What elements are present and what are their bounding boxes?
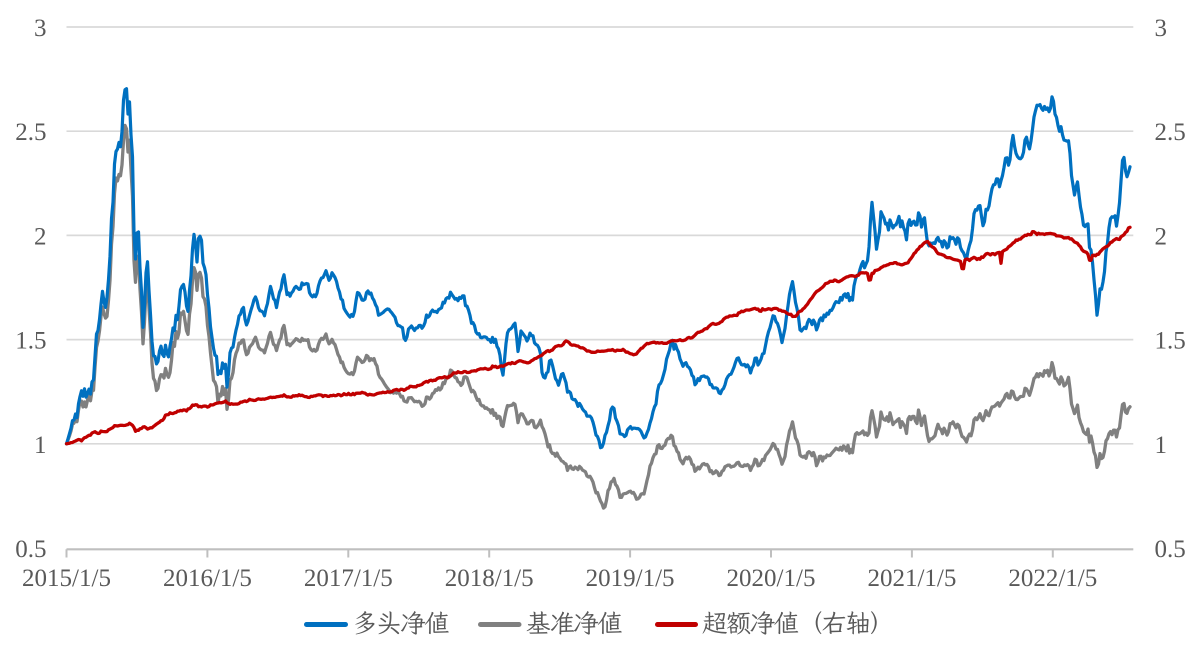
svg-text:2.5: 2.5: [15, 119, 46, 146]
svg-text:2016/1/5: 2016/1/5: [163, 565, 252, 592]
svg-text:2022/1/5: 2022/1/5: [1008, 565, 1097, 592]
svg-text:2021/1/5: 2021/1/5: [867, 565, 956, 592]
svg-text:1.5: 1.5: [15, 328, 46, 355]
svg-text:1: 1: [1155, 432, 1168, 459]
svg-text:1.5: 1.5: [1155, 328, 1186, 355]
svg-text:3: 3: [34, 15, 47, 42]
svg-text:2015/1/5: 2015/1/5: [22, 565, 111, 592]
svg-text:2: 2: [34, 223, 47, 250]
svg-text:2017/1/5: 2017/1/5: [304, 565, 393, 592]
svg-text:2.5: 2.5: [1155, 119, 1186, 146]
svg-text:3: 3: [1155, 15, 1168, 42]
svg-text:2: 2: [1155, 223, 1168, 250]
svg-text:0.5: 0.5: [1155, 536, 1186, 563]
svg-text:2020/1/5: 2020/1/5: [727, 565, 816, 592]
svg-text:2018/1/5: 2018/1/5: [445, 565, 534, 592]
svg-text:0.5: 0.5: [15, 536, 46, 563]
svg-text:1: 1: [34, 432, 47, 459]
svg-text:2019/1/5: 2019/1/5: [586, 565, 675, 592]
